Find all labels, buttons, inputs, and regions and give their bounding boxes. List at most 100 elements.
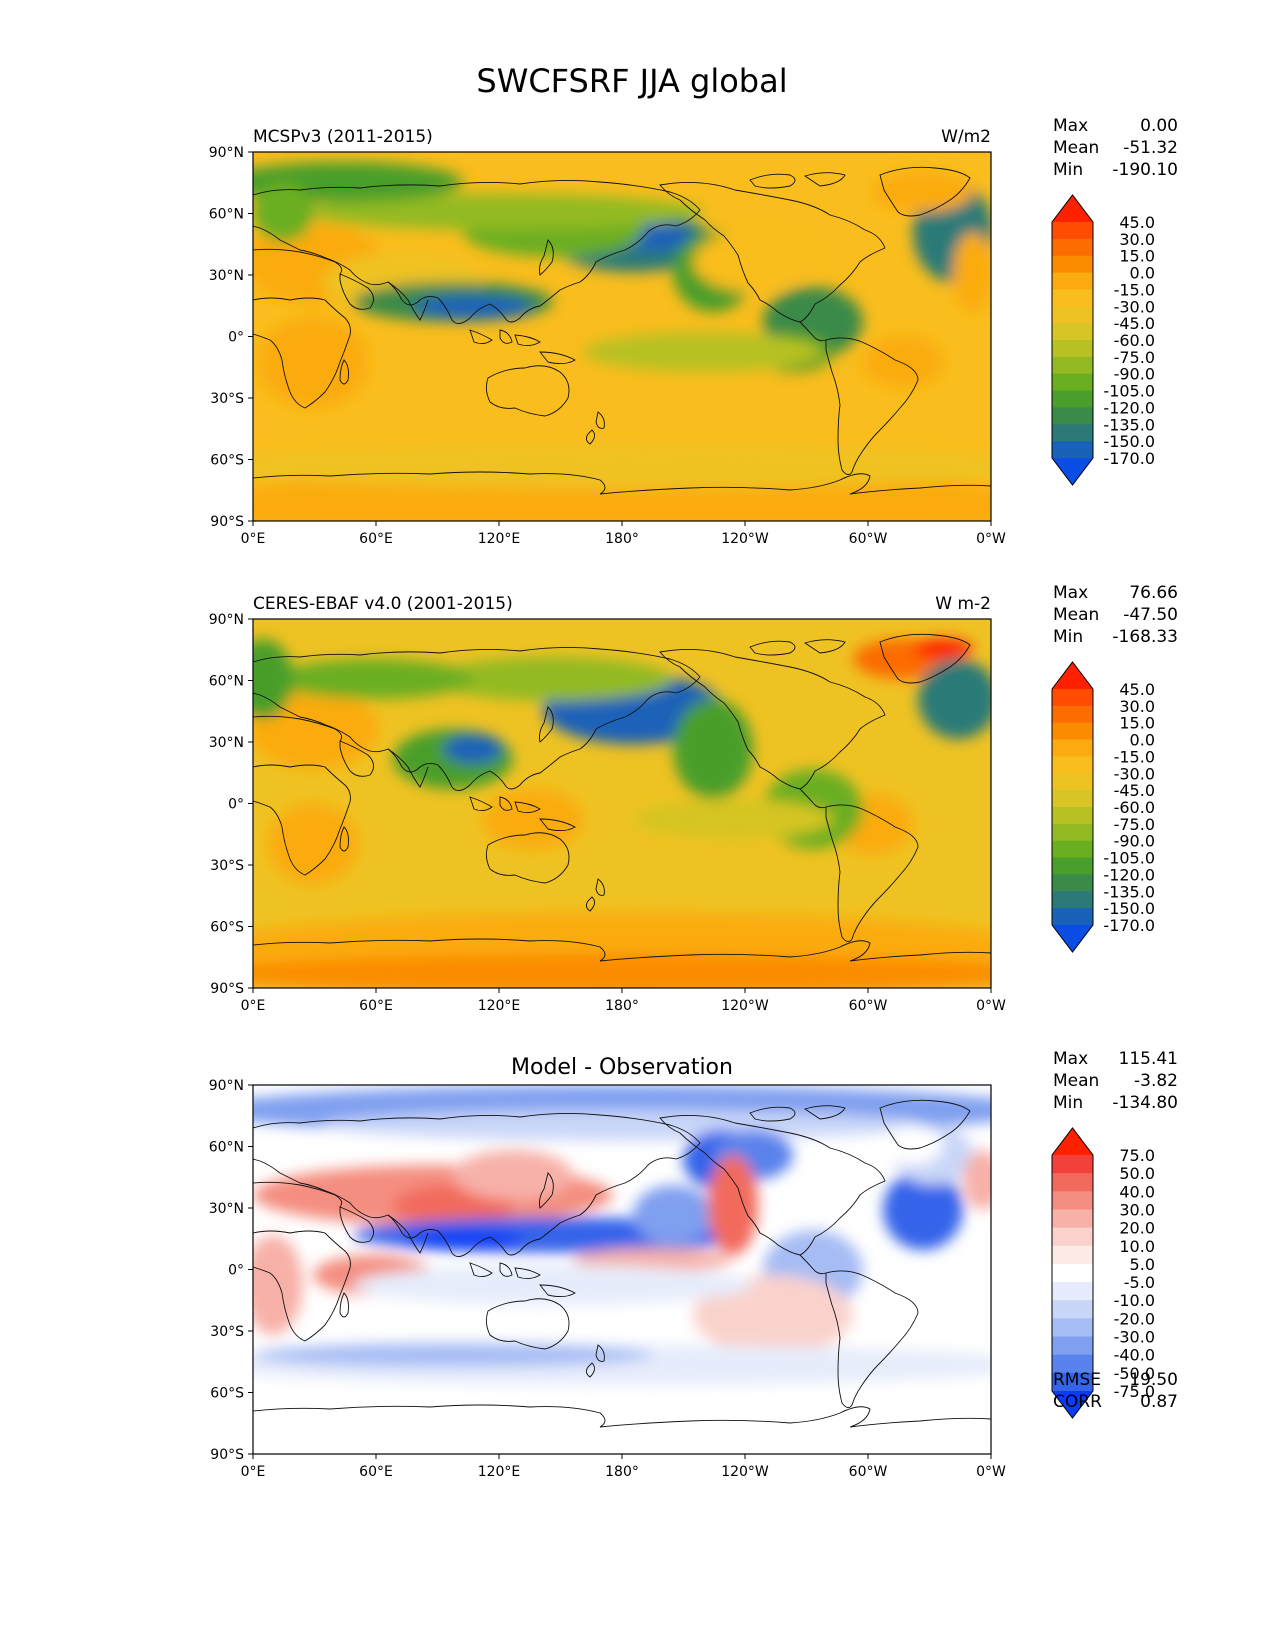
lat-tick-label: 30°N [209,1201,244,1217]
colorbar-tick-label: 15.0 [1119,247,1155,266]
lon-tick-label: 0°W [976,1464,1006,1480]
colorbar-tick-label: -15.0 [1114,280,1155,299]
lon-tick-label: 60°W [849,998,888,1014]
colorbar-segment [1052,1155,1093,1174]
colorbar-segment [1052,373,1093,392]
colorbar-segment [1052,722,1093,741]
colorbar-tick-label: -30.0 [1114,297,1155,316]
panel-units: W/m2 [941,127,991,147]
map-field [253,152,991,521]
colorbar-segment [1052,424,1093,442]
colorbar-tick-label: 0.0 [1130,731,1155,750]
field-region [273,659,473,699]
colorbar-tick-label: -150.0 [1103,432,1155,451]
colorbar-segment [1052,807,1093,825]
lat-tick-label: 60°N [209,1140,244,1156]
lat-tick-label: 30°N [209,268,244,284]
colorbar-segment [1052,705,1093,724]
colorbar-tick-label: 30.0 [1119,697,1155,716]
stat-value: 0.00 [1140,116,1178,136]
field-region [443,734,503,764]
colorbar-tick-label: -120.0 [1103,865,1155,884]
colorbar-tick-label: -60.0 [1114,331,1155,350]
colorbar-segment [1052,857,1093,875]
colorbar-tick-label: -10.0 [1114,1291,1155,1310]
colorbar-tick-label: -90.0 [1114,832,1155,851]
field-region [873,172,973,212]
colorbar-tick-label: -105.0 [1103,849,1155,868]
lat-tick-label: 30°S [210,391,244,407]
colorbar-segment [1052,1263,1093,1283]
colorbar-tick-label: -120.0 [1103,398,1155,417]
lat-tick-label: 90°N [209,612,244,628]
colorbar-tick-label: -45.0 [1114,314,1155,333]
stat-value: -51.32 [1123,138,1178,158]
colorbar-segment [1052,840,1093,859]
lon-tick-label: 0°E [241,1464,266,1480]
field-region [258,317,368,407]
field-region [253,954,991,988]
stat-value: -47.50 [1123,605,1178,625]
stat-value: -168.33 [1112,627,1178,647]
lon-tick-label: 60°E [359,1464,393,1480]
field-region [253,182,313,242]
field-region [883,1170,963,1250]
colorbar-tick-label: -15.0 [1114,747,1155,766]
lon-tick-label: 120°E [478,1464,521,1480]
colorbar-segment [1052,1336,1093,1356]
colorbar-segment [1052,340,1093,358]
lat-tick-label: 90°S [210,1447,244,1463]
field-region [708,1155,758,1255]
colorbar-tick-label: 15.0 [1119,714,1155,733]
stat-value: 19.50 [1129,1370,1178,1390]
colorbar-tick-label: 50.0 [1119,1164,1155,1183]
colorbar-segment [1052,289,1093,307]
figure-title: SWCFSRF JJA global [476,62,787,100]
panel-title: MCSPv3 (2011-2015) [253,127,433,147]
lat-tick-label: 0° [228,330,244,346]
lat-tick-label: 60°S [210,1386,244,1402]
stat-value: 76.66 [1129,583,1178,603]
lon-tick-label: 180° [605,998,639,1014]
lon-tick-label: 0°W [976,998,1006,1014]
colorbar-tick-label: -5.0 [1124,1273,1155,1292]
field-region [433,657,673,701]
colorbar-extend-min [1052,458,1093,485]
lat-tick-label: 30°N [209,735,244,751]
lon-tick-label: 120°E [478,998,521,1014]
lat-tick-label: 0° [228,1263,244,1279]
field-region [322,1110,922,1140]
field-region [673,699,753,799]
stat-label: Mean [1053,138,1099,158]
colorbar: 45.030.015.00.0-15.0-30.0-45.0-60.0-75.0… [1051,661,1155,953]
lat-tick-label: 90°N [209,145,244,161]
colorbar-segment [1052,1245,1093,1265]
colorbar-segment [1052,1227,1093,1247]
field-region [268,804,358,884]
colorbar-tick-label: 45.0 [1119,213,1155,232]
colorbar: 75.050.040.030.020.010.05.0-5.0-10.0-20.… [1051,1127,1155,1419]
colorbar-segment [1052,1372,1093,1392]
colorbar-extend-min [1052,925,1093,952]
colorbar-tick-label: -105.0 [1103,382,1155,401]
colorbar-segment [1052,1300,1093,1319]
colorbar-tick-label: -50.0 [1114,1364,1155,1383]
stat-label: Mean [1053,605,1099,625]
colorbar-segment [1052,1282,1093,1301]
colorbar-tick-label: -90.0 [1114,365,1155,384]
colorbar-extend-max [1052,195,1093,222]
colorbar-segment [1052,739,1093,757]
lat-tick-label: 90°S [210,981,244,997]
stat-label: Mean [1053,1071,1099,1091]
colorbar-tick-label: 20.0 [1119,1219,1155,1238]
map-field [253,1085,991,1454]
stat-value: -3.82 [1134,1071,1178,1091]
field-region [253,1235,303,1335]
colorbar-extend-max [1052,662,1093,689]
colorbar-segment [1052,356,1093,375]
colorbar-segment [1052,874,1093,892]
stat-value: 115.41 [1119,1049,1178,1069]
colorbar-segment [1052,756,1093,774]
field-region [693,1275,853,1355]
